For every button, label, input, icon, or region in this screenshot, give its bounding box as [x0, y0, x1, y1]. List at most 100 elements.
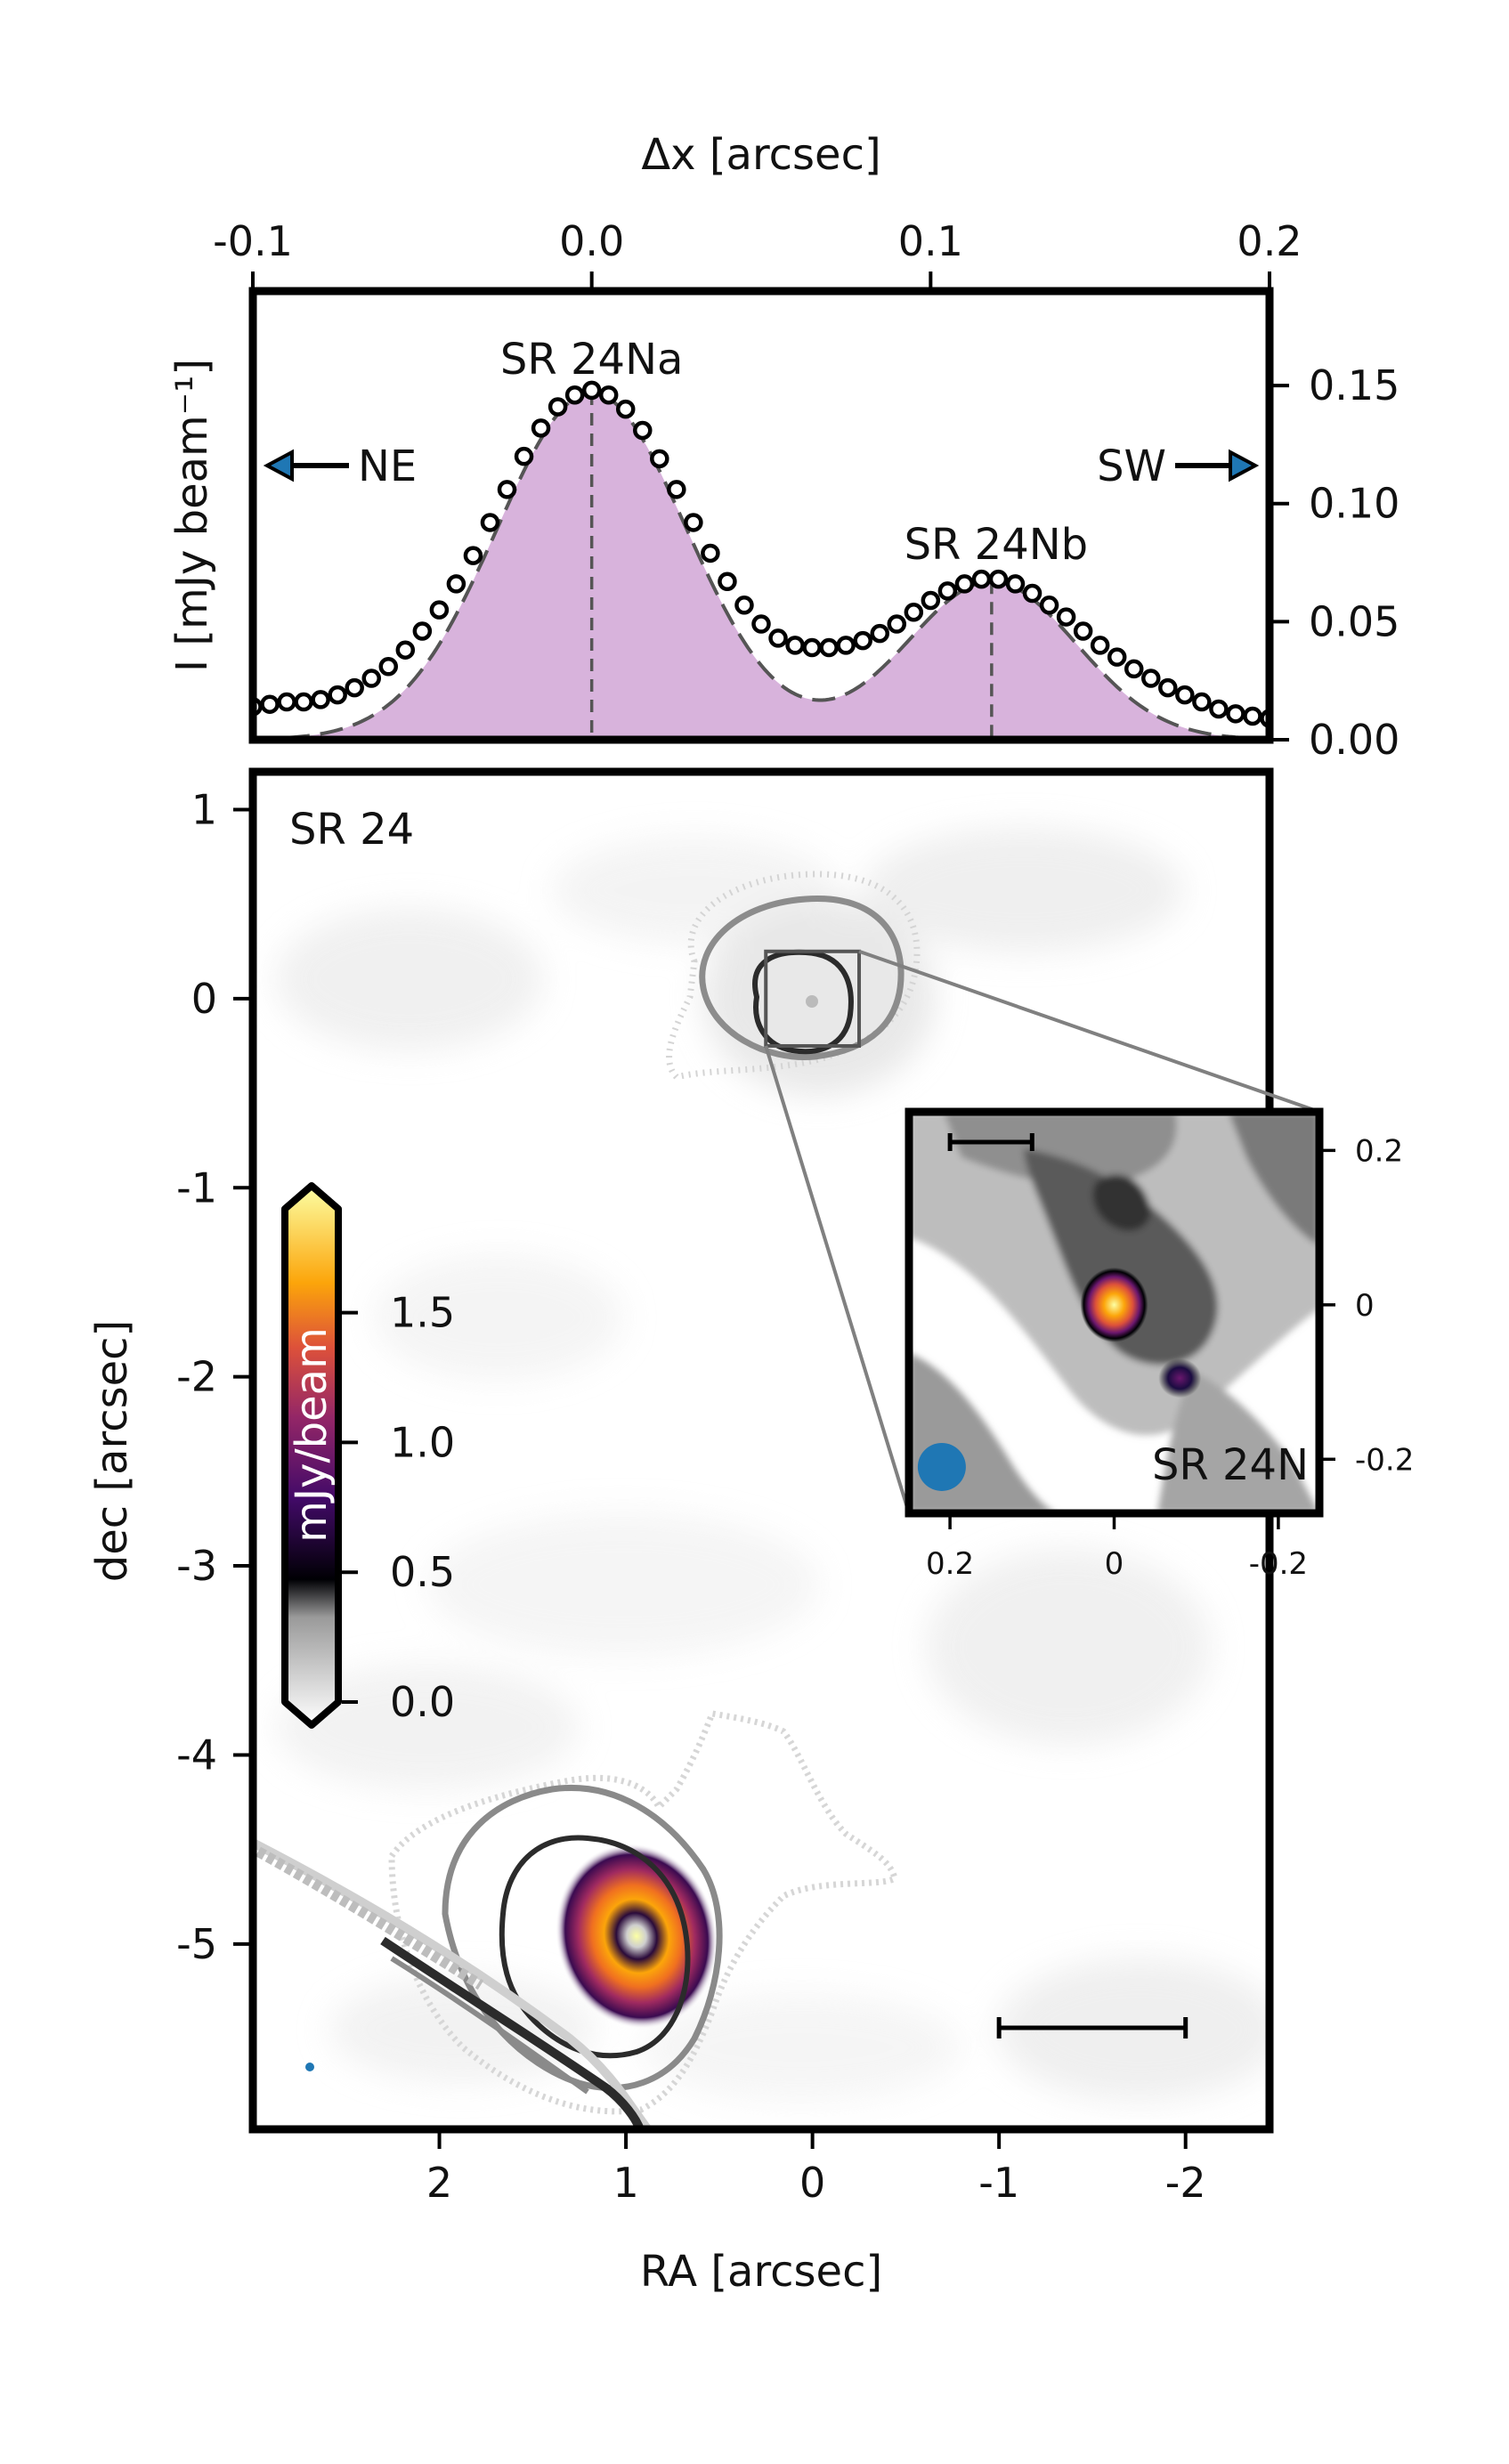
data-point	[514, 446, 534, 466]
data-point	[1226, 704, 1245, 724]
data-point	[650, 449, 669, 469]
data-point	[564, 385, 585, 405]
image-xlabel: RA [arcsec]	[640, 2247, 882, 2297]
image-label: SR 24	[289, 805, 414, 855]
image-y-tick-label: 0	[191, 975, 217, 1023]
data-point	[277, 692, 296, 712]
inset-y-tick-label: -0.2	[1355, 1442, 1414, 1478]
profile-y-tick-label: 0.10	[1309, 480, 1399, 528]
image-x-tick-label: 0	[799, 2159, 825, 2207]
inset-plot-area	[909, 1112, 1319, 1513]
data-point	[1107, 647, 1127, 667]
data-point	[836, 636, 856, 655]
data-point	[598, 385, 619, 405]
inset-x-tick-label: 0	[1105, 1546, 1124, 1582]
data-point	[1141, 669, 1161, 688]
colorbar-body	[281, 1182, 342, 1729]
profile-ylabel: I [mJy beam⁻¹]	[167, 359, 217, 672]
zoom-connectors	[764, 949, 1320, 1514]
data-point	[1090, 636, 1110, 655]
image-y-tick-label: -2	[176, 1353, 217, 1401]
inset-axes: 0.2 0 -0.2 0.2 0 -0.2	[926, 1133, 1414, 1582]
image-panel: 2 1 0 -1 -2 1 0 -1 -2 -3 -4 -5 SR 24 RA [arcsec] de…	[87, 767, 1320, 2297]
profile-axes: -0.1 0.0 0.1 0.2 0.00 0.05 0.10 0.15	[213, 217, 1399, 764]
data-point	[531, 418, 551, 438]
image-x-tick-label: -1	[978, 2159, 1019, 2207]
image-y-tick-label: -1	[176, 1163, 217, 1212]
data-point	[1022, 583, 1043, 604]
data-point	[904, 603, 924, 622]
data-point	[988, 569, 1009, 589]
data-point	[395, 640, 416, 660]
data-point	[361, 669, 381, 688]
sw-label: SW	[1097, 442, 1166, 491]
peak-label-b: SR 24Nb	[905, 520, 1089, 570]
model-fill	[253, 393, 1270, 740]
inset-y-tick-label: 0.2	[1355, 1133, 1403, 1169]
data-point	[1209, 699, 1229, 719]
image-x-tick-label: -2	[1165, 2159, 1206, 2207]
data-point	[446, 574, 466, 594]
data-point	[954, 574, 975, 594]
data-point	[1158, 677, 1178, 698]
data-point	[1005, 574, 1026, 594]
inset-beam-marker	[917, 1442, 966, 1491]
profile-x-tick-label: 0.2	[1237, 217, 1302, 265]
image-x-tick-label: 2	[426, 2159, 452, 2207]
inset-y-tick-label: 0	[1355, 1288, 1375, 1324]
sw-arrow-head	[1229, 449, 1260, 482]
inset-panel: 0.2 0 -0.2 0.2 0 -0.2 SR 24N	[905, 1107, 1414, 1582]
sr24s-contours	[253, 1710, 898, 2129]
profile-y-tick-label: 0.15	[1309, 361, 1399, 409]
profile-y-tick-label: 0.00	[1309, 716, 1399, 764]
image-axes: 2 1 0 -1 -2 1 0 -1 -2 -3 -4 -5	[176, 785, 1206, 2207]
peak-label-a: SR 24Na	[500, 335, 683, 385]
data-point	[1073, 621, 1093, 641]
inset-frame	[905, 1107, 1324, 1518]
ne-arrow-head	[263, 449, 294, 482]
data-point	[480, 513, 500, 532]
data-point	[548, 397, 568, 417]
colorbar-tick-label: 1.0	[390, 1418, 455, 1466]
data-point	[1039, 596, 1059, 615]
image-y-tick-label: 1	[191, 785, 217, 833]
data-point	[870, 623, 889, 644]
inset-x-tick-label: -0.2	[1249, 1546, 1308, 1582]
inset-x-tick-label: 0.2	[926, 1546, 974, 1582]
colorbar: mJy/beam 0.0 0.5 1.0 1.5	[281, 1182, 455, 1729]
colorbar-ticks: 0.0 0.5 1.0 1.5	[342, 1289, 455, 1726]
data-point	[921, 590, 941, 611]
image-y-tick-label: -4	[176, 1730, 217, 1779]
data-point	[1175, 685, 1195, 705]
zoom-box	[764, 949, 862, 1048]
data-point	[971, 569, 992, 589]
profile-annotations: SR 24Na SR 24Nb NE SW	[263, 335, 1260, 570]
profile-plot-area	[253, 380, 1270, 740]
inset-scale-bar	[947, 1133, 1034, 1151]
data-point	[819, 637, 839, 658]
image-y-tick-label: -3	[176, 1542, 217, 1590]
data-point	[463, 546, 483, 565]
data-point	[1056, 607, 1076, 627]
profile-x-tick-label: 0.0	[559, 217, 624, 265]
sr24s-disk	[555, 1843, 718, 2030]
data-point	[345, 677, 364, 698]
data-point	[802, 637, 822, 658]
profile-x-tick-label: -0.1	[213, 217, 293, 265]
profile-xlabel-top: Δx [arcsec]	[641, 130, 880, 180]
data-point	[768, 628, 788, 648]
data-point	[785, 636, 805, 655]
profile-panel: SR 24Na SR 24Nb NE SW -0.1 0.0 0.1 0.2 0.00 0.05…	[167, 130, 1399, 764]
data-point	[378, 657, 399, 677]
data-point	[497, 480, 517, 499]
colorbar-tick-label: 0.0	[390, 1678, 455, 1726]
inset-source-a	[1080, 1267, 1148, 1342]
profile-y-tick-label: 0.05	[1309, 597, 1399, 645]
profile-frame	[248, 287, 1274, 744]
data-point	[718, 571, 737, 592]
profile-x-tick-label: 0.1	[898, 217, 963, 265]
data-point	[633, 420, 653, 441]
inset-source-b	[1158, 1358, 1202, 1398]
data-point	[751, 614, 771, 634]
